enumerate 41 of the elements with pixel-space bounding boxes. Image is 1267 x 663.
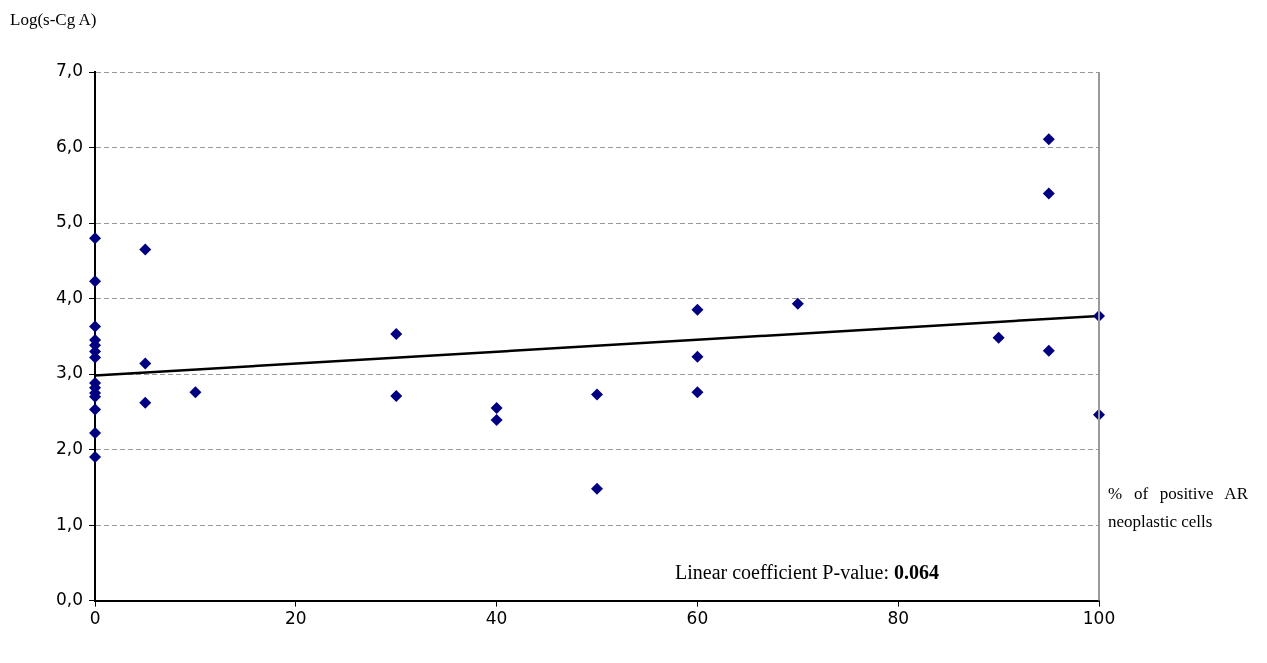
point (189, 386, 202, 399)
point (1042, 133, 1055, 146)
y-tick-label: 0,0 (55, 589, 84, 610)
y-tick-label: 5,0 (55, 211, 84, 232)
x-tick-label: 100 (1082, 608, 1116, 629)
point (89, 275, 102, 288)
point (390, 328, 403, 341)
y-tick-label: 1,0 (55, 513, 84, 534)
point (691, 386, 704, 399)
point (791, 297, 804, 310)
point (89, 451, 102, 464)
y-axis-title: Log(s-Cg A) (10, 10, 97, 30)
point (1042, 344, 1055, 357)
point (1042, 187, 1055, 200)
x-tick-label: 0 (89, 608, 101, 629)
y-tick-label: 4,0 (55, 286, 84, 307)
point (89, 403, 102, 416)
point (139, 243, 152, 256)
point (89, 320, 102, 333)
point (490, 414, 503, 427)
point (89, 426, 102, 439)
y-tick-label: 2,0 (55, 437, 84, 458)
point (139, 396, 152, 409)
point (691, 350, 704, 363)
point (490, 402, 503, 415)
y-tick-label: 3,0 (55, 362, 84, 383)
point (992, 331, 1005, 344)
annotation: Linear coefficient P-value: 0.064 (675, 560, 939, 583)
x-tick-label: 20 (285, 608, 307, 629)
x-axis-title: % of positive AR neoplastic cells (1108, 483, 1248, 533)
point (139, 357, 152, 370)
point (691, 303, 704, 316)
x-tick-label: 40 (485, 608, 508, 629)
y-tick-label: 6,0 (55, 135, 84, 156)
point (390, 389, 403, 402)
x-tick-label: 60 (686, 608, 709, 629)
x-tick-label: 80 (887, 608, 910, 629)
point (591, 482, 604, 495)
point (591, 388, 604, 401)
point (89, 232, 102, 245)
y-tick-label: 7,0 (55, 60, 84, 81)
